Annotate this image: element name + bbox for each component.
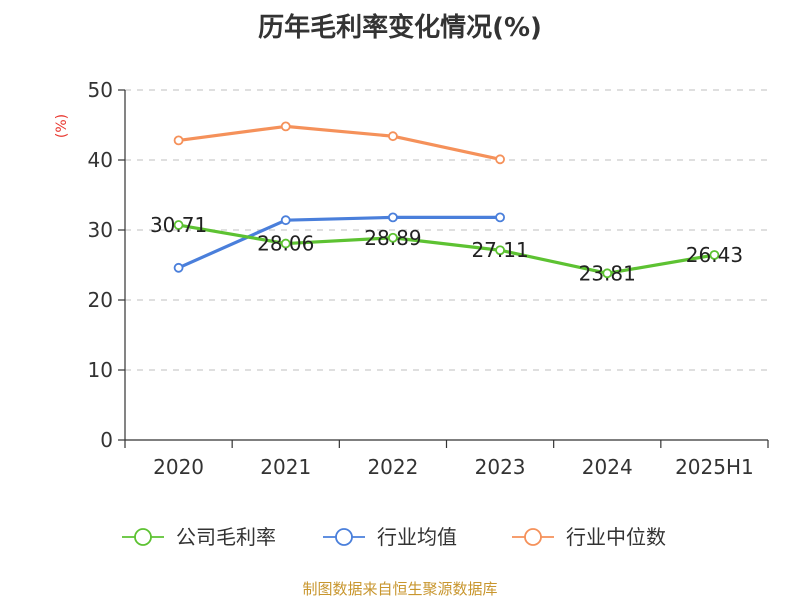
grid-lines (125, 89, 768, 371)
data-label: 28.89 (364, 226, 421, 250)
data-point (388, 131, 398, 142)
legend: 公司毛利率 行业均值 行业中位数 (122, 525, 666, 549)
data-label: 28.06 (257, 232, 314, 256)
data-point (280, 121, 291, 132)
data-point (495, 154, 505, 165)
data-label: 30.71 (150, 213, 207, 237)
y-tick-label: 30 (88, 218, 113, 242)
y-tick-label: 0 (100, 428, 113, 452)
legend-marker (524, 528, 542, 546)
axes (118, 89, 769, 448)
data-point (388, 232, 398, 243)
y-tick-label: 40 (88, 148, 113, 172)
data-point (709, 250, 720, 260)
y-axis-label: (%) (54, 114, 70, 138)
data-label: 23.81 (579, 261, 636, 285)
data-point (173, 220, 184, 230)
series-line (178, 124, 501, 161)
legend-marker (335, 528, 353, 546)
data-point (388, 212, 398, 223)
data-point (280, 238, 291, 249)
data-label: 26.43 (686, 243, 743, 267)
chart-title: 历年毛利率变化情况(%) (258, 12, 542, 43)
legend-label: 行业均值 (377, 525, 457, 549)
x-tick-label: 2024 (582, 455, 633, 479)
legend-marker (134, 528, 152, 546)
data-labels: 30.71 28.06 28.89 27.11 23.81 26.43 (150, 213, 743, 285)
legend-label: 公司毛利率 (176, 525, 276, 549)
series-line (178, 223, 715, 275)
x-tick-label: 2020 (153, 455, 204, 479)
data-point (495, 212, 505, 223)
y-tick-label: 50 (88, 78, 113, 102)
legend-label: 行业中位数 (566, 525, 666, 549)
y-tick-label: 10 (88, 358, 113, 382)
data-point (280, 215, 291, 226)
data-label: 27.11 (471, 238, 528, 262)
data-point (173, 135, 184, 146)
series-group (173, 121, 720, 279)
x-tick-labels: 2020 2021 2022 2023 2024 2025H1 (153, 455, 754, 479)
x-tick-label: 2025H1 (675, 455, 754, 479)
x-tick-label: 2022 (367, 455, 418, 479)
series-line (177, 215, 501, 270)
data-point (602, 268, 613, 279)
y-tick-labels: 0 10 20 30 40 50 (88, 78, 113, 452)
data-point (495, 245, 505, 256)
y-tick-label: 20 (88, 288, 113, 312)
source-note: 制图数据来自恒生聚源数据库 (302, 580, 497, 598)
x-tick-label: 2023 (475, 455, 526, 479)
x-tick-label: 2021 (260, 455, 311, 479)
data-point (173, 262, 184, 273)
